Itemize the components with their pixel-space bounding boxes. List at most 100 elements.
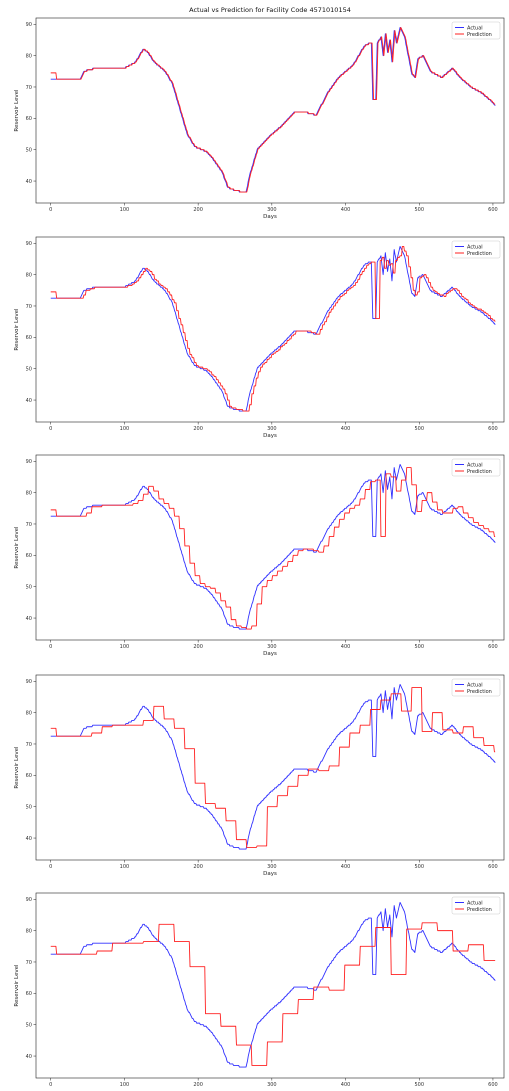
y-tick-label: 80: [26, 928, 32, 934]
series-line-actual: [50, 245, 496, 412]
y-tick-label: 60: [26, 335, 32, 341]
legend-label-prediction: Prediction: [467, 251, 492, 257]
x-axis-label: Days: [263, 651, 277, 657]
x-tick-label: 400: [341, 864, 351, 870]
legend-label-prediction: Prediction: [467, 32, 492, 38]
plot-frame: [35, 17, 505, 204]
y-tick-label: 40: [26, 179, 32, 185]
x-tick-label: 100: [120, 644, 130, 650]
legend-label-actual: Actual: [467, 462, 483, 468]
y-tick-label: 90: [26, 459, 32, 465]
chart-panels: 0 100 200 300 400 500 600405060708090DaysReser…: [14, 17, 505, 1088]
series-line-prediction: [50, 922, 496, 1066]
x-tick-label: 300: [267, 864, 277, 870]
y-tick-label: 90: [26, 897, 32, 903]
x-axis-label: Days: [263, 871, 277, 877]
series-line-prediction: [50, 467, 496, 630]
x-tick-label: 0: [49, 207, 52, 213]
x-tick-label: 100: [120, 207, 130, 213]
y-tick-label: 50: [26, 584, 32, 590]
x-tick-label: 0: [49, 426, 52, 432]
y-tick-label: 50: [26, 1022, 32, 1028]
legend-label-actual: Actual: [467, 244, 483, 250]
x-tick-label: 200: [193, 207, 203, 213]
legend-box: [451, 458, 501, 477]
x-tick-label: 100: [120, 864, 130, 870]
y-tick-label: 90: [26, 22, 32, 28]
x-tick-label: 400: [341, 207, 351, 213]
y-axis-label: Reservoir Level: [14, 89, 20, 132]
series-line-prediction: [50, 26, 496, 193]
legend-box: [451, 21, 501, 40]
y-axis-label: Reservoir Level: [14, 308, 20, 351]
x-tick-label: 300: [267, 644, 277, 650]
y-tick-label: 70: [26, 960, 32, 966]
x-tick-label: 200: [193, 1082, 203, 1088]
plot-frame: [35, 892, 505, 1079]
x-tick-label: 600: [488, 1082, 498, 1088]
series-line-actual: [50, 26, 496, 193]
y-tick-label: 40: [26, 398, 32, 404]
y-tick-label: 80: [26, 272, 32, 278]
y-tick-label: 70: [26, 304, 32, 310]
y-tick-label: 40: [26, 1054, 32, 1060]
x-tick-label: 100: [120, 1082, 130, 1088]
x-tick-label: 100: [120, 426, 130, 432]
plot-frame: [35, 236, 505, 423]
legend-label-prediction: Prediction: [467, 907, 492, 913]
y-axis-label: Reservoir Level: [14, 746, 20, 789]
figure-title: Actual vs Prediction for Facility Code 4…: [189, 6, 351, 14]
legend-box: [451, 240, 501, 259]
y-tick-label: 40: [26, 616, 32, 622]
x-tick-label: 200: [193, 644, 203, 650]
y-tick-label: 50: [26, 804, 32, 810]
x-tick-label: 400: [341, 426, 351, 432]
x-tick-label: 0: [49, 1082, 52, 1088]
y-tick-label: 60: [26, 991, 32, 997]
y-tick-label: 40: [26, 836, 32, 842]
x-tick-label: 300: [267, 1082, 277, 1088]
x-tick-label: 600: [488, 207, 498, 213]
x-tick-label: 400: [341, 1082, 351, 1088]
legend-label-actual: Actual: [467, 900, 483, 906]
y-axis-label: Reservoir Level: [14, 964, 20, 1007]
series-line-actual: [50, 683, 496, 850]
legend-label-prediction: Prediction: [467, 689, 492, 695]
legend-label-actual: Actual: [467, 25, 483, 31]
x-tick-label: 600: [488, 426, 498, 432]
chart-panel-4: 0 100 200 300 400 500 600 40 50 60 70 80 90 Days Reser…: [14, 674, 505, 877]
x-tick-label: 0: [49, 864, 52, 870]
chart-panel-1: 0 100 200 300 400 500 600 40 50 60 70 80 90 Days Reser…: [14, 17, 505, 220]
x-tick-label: 500: [414, 864, 424, 870]
y-tick-label: 50: [26, 147, 32, 153]
y-tick-label: 70: [26, 522, 32, 528]
y-tick-label: 60: [26, 116, 32, 122]
chart-panel-2: 0 100 200 300 400 500 600 40 50 60 70 80 90 Days Reser…: [14, 236, 505, 439]
x-tick-label: 500: [414, 207, 424, 213]
x-tick-label: 500: [414, 426, 424, 432]
plot-frame: [35, 674, 505, 861]
x-axis-label: Days: [263, 433, 277, 439]
y-tick-label: 90: [26, 679, 32, 685]
y-axis-label: Reservoir Level: [14, 526, 20, 569]
legend-box: [451, 678, 501, 697]
series-line-prediction: [50, 245, 496, 412]
x-axis-label: Days: [263, 214, 277, 220]
x-tick-label: 0: [49, 644, 52, 650]
legend-box: [451, 896, 501, 915]
x-tick-label: 400: [341, 644, 351, 650]
y-tick-label: 80: [26, 490, 32, 496]
y-tick-label: 70: [26, 742, 32, 748]
chart-panel-5: 0 100 200 300 400 500 600 40 50 60 70 80 90 Reservoir…: [14, 892, 505, 1088]
x-tick-label: 600: [488, 864, 498, 870]
series-line-prediction: [50, 687, 496, 848]
series-line-actual: [50, 463, 496, 630]
y-tick-label: 90: [26, 241, 32, 247]
plot-frame: [35, 454, 505, 641]
y-tick-label: 80: [26, 53, 32, 59]
chart-panel-3: 0 100 200 300 400 500 600 40 50 60 70 80 90 Days Reser…: [14, 454, 505, 657]
x-tick-label: 200: [193, 864, 203, 870]
legend-label-actual: Actual: [467, 682, 483, 688]
y-tick-label: 80: [26, 710, 32, 716]
x-tick-label: 200: [193, 426, 203, 432]
